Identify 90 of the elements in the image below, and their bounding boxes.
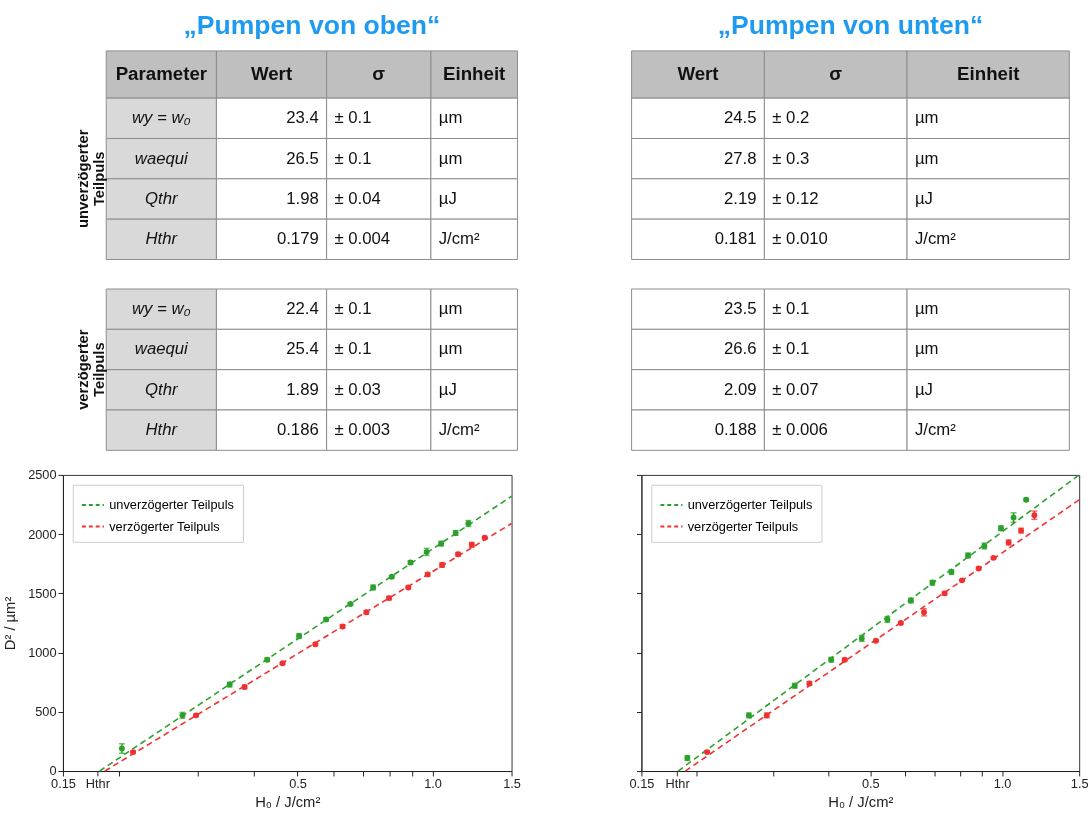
category-label: Einheit (957, 63, 1020, 85)
text: ± 0.1 (334, 108, 372, 128)
text: 0.186 (276, 420, 319, 440)
y-tick-label: 1500 (28, 585, 57, 601)
text: ± 0.004 (334, 229, 391, 249)
text: µm (914, 148, 939, 168)
category-label: Wert (250, 63, 293, 85)
text: J/cm² (914, 229, 956, 249)
text: ± 0.010 (772, 229, 828, 249)
text: „Pumpen von oben“ (183, 10, 441, 41)
text: ± 0.1 (334, 148, 372, 168)
category-label: verzögerter Teilpuls (74, 329, 108, 410)
text: Qthr (145, 379, 178, 399)
x-tick-label: 1.0 (993, 776, 1012, 792)
text: µm (438, 108, 463, 128)
x-axis-title: H₀ / J/cm² (828, 793, 894, 810)
text: µm (914, 299, 939, 319)
category-label: σ (829, 63, 843, 85)
x-tick-label: 0.5 (289, 776, 307, 792)
text: 26.6 (723, 339, 757, 359)
x-tick-label: 0.5 (861, 776, 880, 792)
text: 1.98 (286, 188, 319, 208)
legend-label: verzögerter Teilpuls (109, 518, 220, 534)
x-tick-label: 1.0 (424, 776, 442, 792)
category-label: σ (372, 63, 386, 85)
text: wy = w₀ (132, 299, 191, 319)
category-label: Einheit (443, 63, 506, 85)
text: 24.5 (723, 108, 757, 128)
x-tick-label: 1.5 (503, 776, 521, 792)
text: µm (438, 148, 463, 168)
x-tick-label: Hthr (85, 776, 111, 792)
text: waequi (134, 339, 188, 359)
text: µJ (914, 379, 933, 399)
text: ± 0.003 (334, 420, 391, 440)
text: 23.5 (723, 299, 757, 319)
text: 0.188 (714, 420, 757, 440)
text: J/cm² (438, 420, 480, 440)
x-tick-label: 1.5 (1070, 776, 1089, 792)
text: 2.09 (723, 379, 757, 399)
text: ± 0.04 (334, 188, 381, 208)
legend-label: unverzögerter Teilpuls (109, 496, 234, 512)
text: waequi (134, 148, 188, 168)
legend-label: unverzögerter Teilpuls (687, 496, 813, 512)
text: 1.89 (286, 379, 319, 399)
text: wy = w₀ (132, 108, 191, 128)
text: ± 0.2 (772, 108, 810, 128)
text: ± 0.1 (772, 299, 810, 319)
text: J/cm² (914, 420, 956, 440)
text: ± 0.006 (772, 420, 828, 440)
category-label: Wert (677, 63, 719, 85)
y-tick-label: 0 (49, 763, 57, 779)
y-tick-label: 2000 (28, 526, 57, 542)
y-tick-label: 500 (35, 704, 57, 720)
text: 25.4 (286, 339, 319, 359)
text: µm (438, 339, 463, 359)
x-tick-label: 0.15 (51, 776, 76, 792)
x-tick-label: Hthr (665, 776, 691, 792)
y-tick-label: 2500 (28, 467, 57, 483)
text: 26.5 (286, 148, 319, 168)
text: 22.4 (286, 299, 319, 319)
text: ± 0.3 (772, 148, 810, 168)
text: µm (438, 299, 463, 319)
text: µm (914, 339, 939, 359)
text: µm (914, 108, 939, 128)
text: J/cm² (438, 229, 480, 249)
text: 23.4 (286, 108, 319, 128)
text: ± 0.07 (772, 379, 819, 399)
x-axis-title: H₀ / J/cm² (255, 793, 321, 810)
text: Hthr (145, 420, 178, 440)
category-label: Parameter (115, 63, 208, 85)
y-tick-label: 1000 (28, 645, 57, 661)
text: ± 0.1 (334, 299, 372, 319)
text: ± 0.1 (772, 339, 810, 359)
y-axis-title: D² / µm² (2, 596, 19, 651)
x-tick-label: 0.15 (629, 776, 655, 792)
text: µJ (914, 188, 933, 208)
text: 27.8 (723, 148, 757, 168)
text: µJ (438, 188, 457, 208)
text: Qthr (145, 188, 178, 208)
text: Hthr (145, 229, 178, 249)
text: 0.181 (714, 229, 757, 249)
text: „Pumpen von unten“ (717, 10, 984, 41)
text: ± 0.03 (334, 379, 381, 399)
text: µJ (438, 379, 457, 399)
text: ± 0.12 (772, 188, 819, 208)
text: 2.19 (723, 188, 757, 208)
legend-label: verzögerter Teilpuls (687, 518, 799, 534)
text: ± 0.1 (334, 339, 372, 359)
text: 0.179 (276, 229, 319, 249)
category-label: unverzögerter Teilpuls (74, 129, 108, 228)
